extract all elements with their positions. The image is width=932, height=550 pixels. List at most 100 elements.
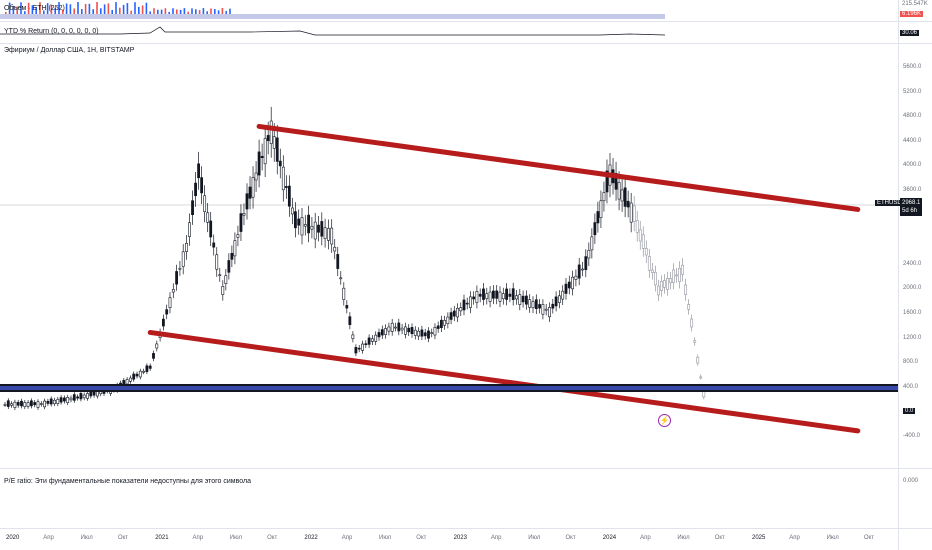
volume-bar bbox=[77, 2, 79, 15]
pe-ratio-value: 0.000 bbox=[903, 478, 919, 484]
volume-bar bbox=[20, 2, 22, 15]
candle-body bbox=[449, 312, 453, 320]
candle-body bbox=[456, 307, 459, 318]
candle-body bbox=[427, 330, 430, 339]
candle-body bbox=[495, 290, 499, 299]
price-tick: 5200.0 bbox=[903, 88, 922, 95]
volume-bars bbox=[0, 2, 665, 19]
candle-body bbox=[420, 329, 424, 337]
time-tick: 2023 bbox=[453, 535, 467, 541]
candle-body bbox=[590, 236, 594, 251]
volume-bar bbox=[92, 9, 94, 14]
candle-body bbox=[672, 269, 675, 283]
candle-body bbox=[696, 356, 700, 364]
candle-body bbox=[257, 151, 261, 176]
candle-body bbox=[233, 240, 237, 257]
candle-body bbox=[49, 398, 53, 405]
candle-body bbox=[236, 234, 240, 238]
candle-body bbox=[647, 256, 651, 271]
volume-bar bbox=[126, 3, 129, 14]
candle-body bbox=[521, 295, 525, 303]
candle-body bbox=[693, 340, 697, 343]
candle-body bbox=[557, 295, 561, 303]
price-chart[interactable] bbox=[0, 60, 898, 480]
volume-bar bbox=[111, 9, 113, 14]
candle-body bbox=[629, 202, 633, 223]
volume-bar bbox=[141, 5, 144, 14]
candle-body bbox=[541, 304, 545, 315]
candle-body bbox=[690, 318, 694, 328]
candle-body bbox=[59, 397, 63, 403]
candle-body bbox=[574, 275, 578, 280]
candle-body bbox=[452, 310, 456, 317]
candle-body bbox=[269, 120, 273, 144]
candle-body bbox=[390, 322, 394, 332]
time-tick: 2020 bbox=[6, 535, 20, 541]
candle-body bbox=[475, 291, 479, 303]
candle-body bbox=[209, 220, 213, 238]
candle-body bbox=[76, 396, 80, 399]
time-tick: Июл bbox=[826, 535, 839, 541]
candle-body bbox=[403, 326, 407, 335]
candle-body bbox=[320, 221, 324, 237]
candle-body bbox=[515, 295, 518, 300]
volume-bar bbox=[88, 3, 91, 15]
time-tick: Окт bbox=[267, 535, 278, 541]
candle-body bbox=[377, 332, 381, 338]
volume-bar bbox=[16, 6, 18, 14]
candle-body bbox=[10, 403, 14, 406]
candle-body bbox=[351, 334, 355, 339]
candle-body bbox=[29, 400, 33, 407]
candle-body bbox=[215, 254, 219, 270]
candle-body bbox=[370, 338, 374, 342]
volume-bar bbox=[81, 9, 83, 14]
price-tick: 4400.0 bbox=[903, 137, 922, 144]
volume-bar bbox=[84, 3, 87, 14]
volume-bar bbox=[172, 8, 174, 14]
time-tick: 2021 bbox=[155, 535, 169, 541]
candle-body bbox=[86, 393, 89, 399]
volume-bar bbox=[8, 2, 11, 15]
volume-bar bbox=[12, 5, 15, 14]
candle-body bbox=[626, 200, 630, 208]
candle-body bbox=[39, 403, 43, 405]
candle-body bbox=[681, 264, 685, 275]
candle-body bbox=[602, 192, 606, 202]
time-tick: Апр bbox=[192, 535, 204, 541]
candle-body bbox=[278, 160, 282, 167]
channel-upper-line[interactable] bbox=[256, 123, 861, 212]
channel-lower-line[interactable] bbox=[147, 329, 861, 434]
volume-bar bbox=[54, 7, 56, 14]
candle-body bbox=[462, 299, 466, 311]
candle-body bbox=[82, 394, 86, 399]
price-tick: 800.0 bbox=[903, 359, 919, 366]
candle-body bbox=[218, 274, 222, 277]
ytd-line bbox=[0, 26, 666, 36]
candle-body bbox=[623, 187, 627, 207]
lightning-icon[interactable]: ⚡ bbox=[658, 414, 671, 427]
candle-body bbox=[440, 319, 443, 328]
time-tick: Июл bbox=[379, 535, 392, 541]
volume-bar bbox=[130, 10, 132, 14]
price-axis-border bbox=[898, 0, 899, 550]
candle-body bbox=[138, 370, 142, 378]
time-tick: Апр bbox=[640, 535, 651, 541]
volume-scale-top: 215.547K bbox=[902, 1, 928, 7]
time-tick: Окт bbox=[416, 535, 427, 541]
candle-body bbox=[599, 200, 603, 219]
candle-body bbox=[620, 189, 624, 202]
volume-bar bbox=[217, 10, 220, 14]
candle-body bbox=[357, 347, 361, 350]
candle-body bbox=[348, 316, 352, 325]
volume-bar bbox=[96, 2, 98, 15]
candle-body bbox=[275, 137, 279, 162]
volume-bar bbox=[168, 11, 170, 14]
candle-body bbox=[641, 234, 645, 249]
candle-body bbox=[354, 347, 358, 354]
candle-body bbox=[300, 217, 304, 236]
candle-body bbox=[155, 343, 159, 349]
time-tick: Июл bbox=[80, 535, 93, 541]
candle-body bbox=[669, 278, 672, 284]
candle-body bbox=[410, 327, 414, 335]
candle-body bbox=[175, 271, 179, 285]
